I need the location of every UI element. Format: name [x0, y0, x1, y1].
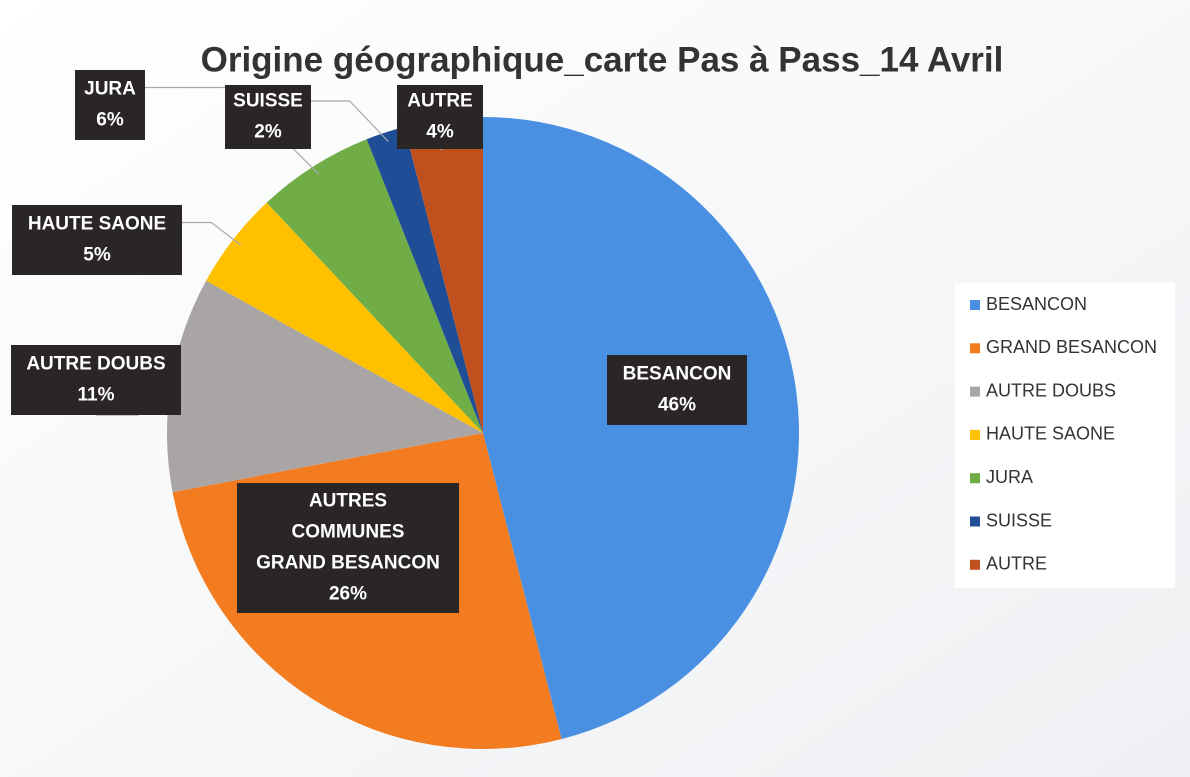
legend-label: HAUTE SAONE: [986, 424, 1115, 444]
legend-label: SUISSE: [986, 510, 1052, 530]
pie-slice: [366, 126, 483, 433]
data-label-value: 6%: [96, 110, 124, 131]
data-label-name: AUTRES: [309, 491, 387, 512]
legend-label: AUTRE: [986, 554, 1047, 574]
leader-line: [311, 100, 389, 142]
legend-swatch: [970, 516, 980, 527]
data-label-box: [225, 85, 311, 149]
data-label-value: 2%: [254, 122, 282, 143]
pie-slice: [206, 202, 483, 433]
legend-swatch: [970, 343, 980, 354]
data-label-box: [397, 85, 483, 149]
legend-swatch: [970, 386, 980, 397]
legend-swatch: [970, 300, 980, 310]
data-label-box: [237, 483, 459, 613]
pie-slice: [483, 117, 800, 740]
legend-label: AUTRE DOUBS: [986, 380, 1116, 400]
pie-slice: [404, 117, 483, 433]
data-label-box: [11, 345, 181, 415]
data-label-value: 11%: [78, 385, 115, 406]
data-label-name: AUTRE: [407, 91, 472, 112]
pie-slice: [266, 139, 483, 434]
data-label-name: BESANCON: [623, 364, 732, 385]
legend-label: GRAND BESANCON: [986, 337, 1157, 357]
legend-swatch: [970, 473, 980, 484]
data-label-box: [607, 355, 747, 425]
data-label-name: AUTRE DOUBS: [26, 354, 165, 375]
data-label-name: GRAND BESANCON: [256, 553, 440, 574]
pie-slice: [166, 280, 483, 493]
data-label-value: 46%: [658, 395, 696, 416]
chart-title: Origine géographique_carte Pas à Pass_14…: [201, 40, 1004, 79]
data-label-value: 5%: [83, 245, 111, 266]
data-label-name: HAUTE SAONE: [28, 214, 166, 235]
data-label-box: [12, 205, 182, 275]
data-label-value: 26%: [329, 584, 367, 605]
legend-box: [955, 283, 1175, 588]
data-label-value: 4%: [426, 122, 454, 143]
data-label-name: COMMUNES: [292, 522, 405, 543]
legend-label: JURA: [986, 467, 1033, 487]
leader-line: [182, 221, 242, 246]
data-label-name: SUISSE: [233, 91, 303, 112]
data-label-box: [75, 70, 145, 140]
legend-swatch: [970, 559, 980, 570]
legend-swatch: [970, 429, 980, 440]
legend-label: BESANCON: [986, 294, 1087, 314]
data-label-name: JURA: [84, 79, 136, 100]
